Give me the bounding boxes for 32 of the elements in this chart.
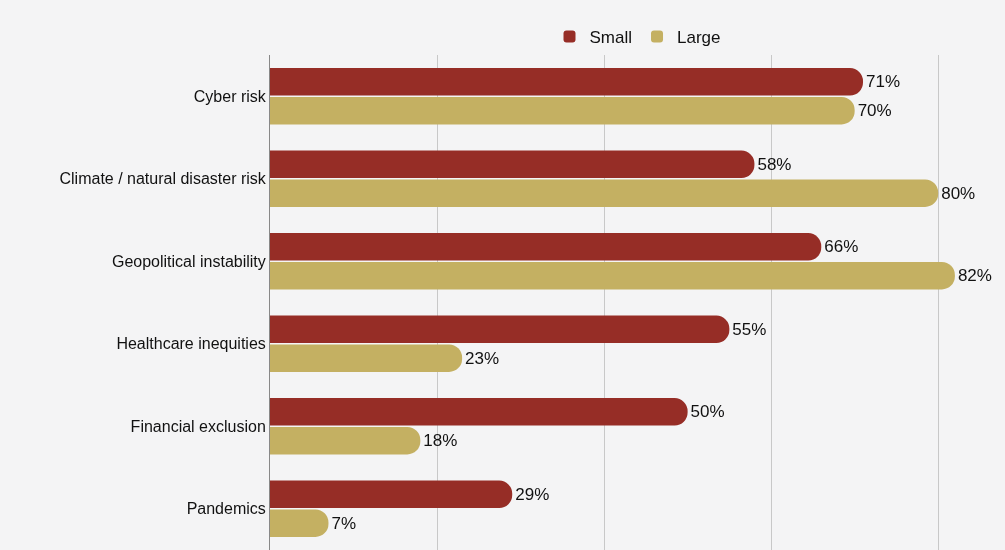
y-tick-label: Financial exclusion — [130, 417, 266, 435]
y-tick-label: Climate / natural disaster risk — [59, 170, 267, 188]
data-label: 55% — [732, 319, 767, 339]
y-tick-label: Healthcare inequities — [116, 335, 266, 353]
bar — [270, 179, 939, 207]
bar — [270, 398, 688, 426]
bar — [270, 96, 855, 125]
bar — [270, 233, 822, 261]
data-label: 7% — [331, 513, 357, 533]
data-label: 66% — [824, 237, 859, 257]
y-tick-label: Cyber risk — [193, 87, 267, 105]
data-label: 80% — [941, 183, 976, 203]
bar — [270, 344, 463, 372]
bar — [270, 426, 421, 455]
bar — [270, 150, 755, 179]
data-label: 29% — [515, 484, 550, 504]
data-label: 18% — [423, 431, 458, 451]
data-label: 70% — [857, 101, 892, 121]
data-label: 82% — [957, 266, 992, 286]
y-tick-label: Geopolitical instability — [111, 252, 266, 270]
bar — [270, 509, 329, 537]
legend-label: Large — [677, 28, 721, 48]
data-label: 50% — [690, 402, 725, 422]
bar — [270, 261, 955, 290]
bar — [270, 315, 730, 344]
y-tick-label: Pandemics — [186, 500, 266, 518]
data-label: 58% — [757, 154, 792, 174]
data-label: 71% — [866, 72, 901, 92]
data-label: 23% — [465, 348, 500, 368]
bar — [270, 68, 864, 96]
legend-label: Small — [589, 28, 633, 48]
bar — [270, 480, 513, 509]
